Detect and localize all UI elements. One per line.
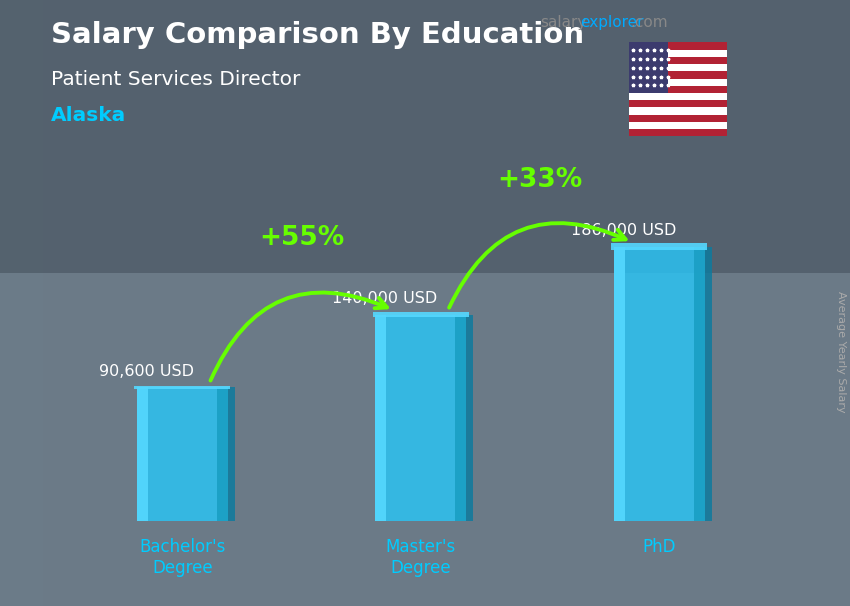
Bar <box>611 243 707 250</box>
Bar <box>680 0 722 606</box>
Bar <box>212 0 255 606</box>
Bar <box>638 0 680 606</box>
Text: salary: salary <box>540 15 586 30</box>
Bar <box>629 107 727 115</box>
Text: Patient Services Director: Patient Services Director <box>51 70 300 88</box>
Bar <box>217 387 228 521</box>
Bar <box>629 79 727 86</box>
Text: Alaska: Alaska <box>51 106 127 125</box>
Bar <box>629 129 727 136</box>
Bar <box>614 247 625 521</box>
Bar <box>629 64 727 72</box>
Bar <box>456 315 466 521</box>
Bar <box>340 0 382 606</box>
Text: explorer: explorer <box>581 15 644 30</box>
Bar <box>85 0 128 606</box>
Bar <box>595 0 638 606</box>
Bar <box>808 0 850 606</box>
Bar <box>376 315 386 521</box>
Bar <box>42 0 85 606</box>
Bar <box>468 0 510 606</box>
Text: +33%: +33% <box>497 167 582 193</box>
Bar <box>382 0 425 606</box>
Bar <box>722 0 765 606</box>
Bar <box>629 100 727 107</box>
Bar <box>629 72 727 79</box>
Text: 90,600 USD: 90,600 USD <box>99 364 194 379</box>
Bar <box>629 122 727 129</box>
Text: 186,000 USD: 186,000 USD <box>571 223 677 238</box>
Text: +55%: +55% <box>259 225 344 251</box>
Bar <box>466 315 473 521</box>
Bar <box>372 312 469 317</box>
Bar <box>510 0 552 606</box>
Text: 140,000 USD: 140,000 USD <box>332 291 438 306</box>
Bar <box>629 115 727 122</box>
Bar <box>614 247 705 521</box>
Bar <box>425 0 468 606</box>
Bar <box>298 0 340 606</box>
Text: Salary Comparison By Education: Salary Comparison By Education <box>51 21 584 49</box>
Bar <box>705 247 711 521</box>
Bar <box>629 57 727 64</box>
Bar <box>629 86 727 93</box>
Bar <box>629 50 727 57</box>
Bar <box>629 42 727 50</box>
Bar <box>629 42 668 93</box>
Bar <box>0 0 42 606</box>
Bar <box>765 0 808 606</box>
Bar <box>552 0 595 606</box>
Bar <box>694 247 705 521</box>
Bar <box>137 387 148 521</box>
Bar <box>0 0 850 273</box>
Bar <box>137 387 228 521</box>
Bar <box>376 315 466 521</box>
Bar <box>134 386 230 389</box>
Bar <box>228 387 235 521</box>
Text: Average Yearly Salary: Average Yearly Salary <box>836 291 846 412</box>
Bar <box>170 0 212 606</box>
Bar <box>128 0 170 606</box>
Bar <box>629 93 727 100</box>
Bar <box>255 0 298 606</box>
Text: .com: .com <box>631 15 668 30</box>
